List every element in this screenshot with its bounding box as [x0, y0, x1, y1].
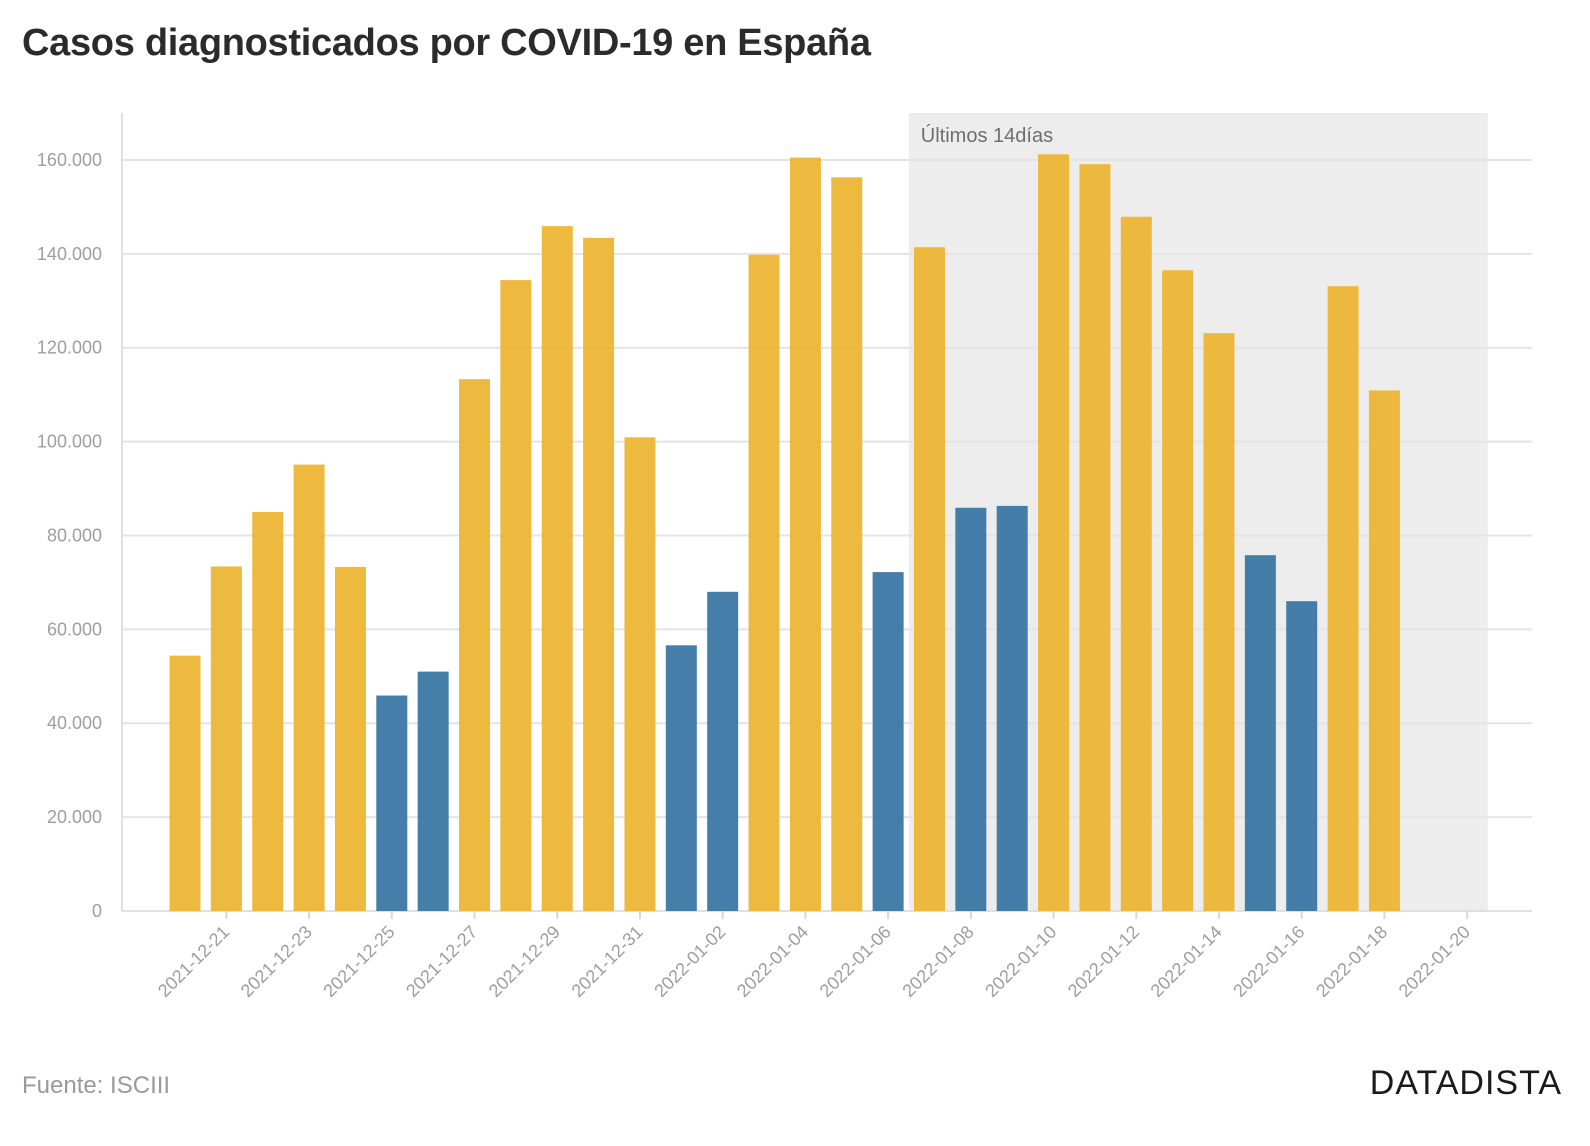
x-tick-label: 2022-01-08	[898, 922, 977, 1001]
x-tick-label: 2021-12-23	[237, 922, 316, 1001]
y-tick-label: 0	[92, 901, 102, 921]
y-tick-label: 40.000	[47, 713, 102, 733]
x-tick-label: 2021-12-31	[568, 922, 647, 1001]
x-tick-label: 2022-01-20	[1395, 922, 1474, 1001]
bar-2021-12-30	[583, 237, 615, 911]
y-tick-label: 160.000	[37, 150, 102, 170]
y-tick-label: 80.000	[47, 525, 102, 545]
bar-2022-01-10	[1038, 154, 1070, 912]
bar-2022-01-18	[1368, 390, 1400, 911]
bar-2022-01-02	[707, 591, 739, 911]
bar-2021-12-27	[459, 379, 491, 911]
y-tick-labels: 0 20.000 40.000 60.000 80.000 100.000 120.000 1…	[37, 150, 102, 921]
bar-2021-12-22	[252, 512, 284, 911]
y-tick-label: 120.000	[37, 338, 102, 358]
last-14-days-band	[908, 113, 1488, 911]
bar-2022-01-13	[1162, 270, 1194, 911]
bar-2022-01-05	[831, 177, 863, 911]
bar-2021-12-31	[624, 437, 656, 911]
bar-2022-01-01	[665, 645, 697, 911]
y-tick-label: 60.000	[47, 619, 102, 639]
x-tick-label: 2022-01-06	[816, 922, 895, 1001]
bar-2022-01-14	[1203, 333, 1235, 911]
bar-2021-12-21	[210, 566, 242, 911]
bar-2022-01-04	[789, 157, 821, 911]
x-tick-label: 2021-12-21	[154, 922, 233, 1001]
x-tick-label: 2021-12-25	[319, 922, 398, 1001]
x-tick-label: 2022-01-10	[981, 922, 1060, 1001]
bar-2022-01-07	[913, 247, 945, 911]
bar-2021-12-24	[334, 566, 366, 911]
y-tick-label: 20.000	[47, 807, 102, 827]
bar-2021-12-29	[541, 226, 573, 911]
bar-2022-01-08	[955, 507, 987, 911]
bar-2021-12-23	[293, 464, 325, 911]
bar-2021-12-26	[417, 671, 449, 911]
x-tick-label: 2022-01-14	[1147, 922, 1226, 1001]
x-tick-label: 2021-12-27	[402, 922, 481, 1001]
bar-2022-01-12	[1120, 216, 1152, 912]
chart-title: Casos diagnosticados por COVID-19 en Esp…	[22, 22, 871, 64]
bar-2021-12-20	[169, 655, 201, 911]
bars	[169, 154, 1400, 912]
datadista-logo: DATADISTA	[1369, 1064, 1562, 1102]
x-tick-label: 2022-01-12	[1064, 922, 1143, 1001]
x-tick-labels: 2021-12-21 2021-12-23 2021-12-25 2021-12-27…	[154, 911, 1474, 1001]
y-tick-label: 140.000	[37, 244, 102, 264]
x-tick-label: 2022-01-02	[650, 922, 729, 1001]
source-note: Fuente: ISCIII	[22, 1072, 171, 1099]
bar-2022-01-06	[872, 572, 904, 911]
x-tick-label: 2022-01-18	[1312, 922, 1391, 1001]
bar-2022-01-15	[1244, 555, 1276, 911]
bar-2022-01-09	[996, 505, 1028, 911]
last-14-days-label: Últimos 14días	[921, 124, 1053, 147]
bar-2022-01-03	[748, 254, 780, 912]
bar-2022-01-16	[1286, 601, 1318, 911]
y-tick-label: 100.000	[37, 432, 102, 452]
bar-2021-12-28	[500, 280, 532, 911]
x-tick-label: 2022-01-04	[733, 922, 812, 1001]
bar-2022-01-11	[1079, 164, 1111, 911]
x-tick-label: 2021-12-29	[485, 922, 564, 1001]
bar-2022-01-17	[1327, 286, 1359, 911]
x-tick-label: 2022-01-16	[1229, 922, 1308, 1001]
bar-2021-12-25	[376, 695, 408, 911]
